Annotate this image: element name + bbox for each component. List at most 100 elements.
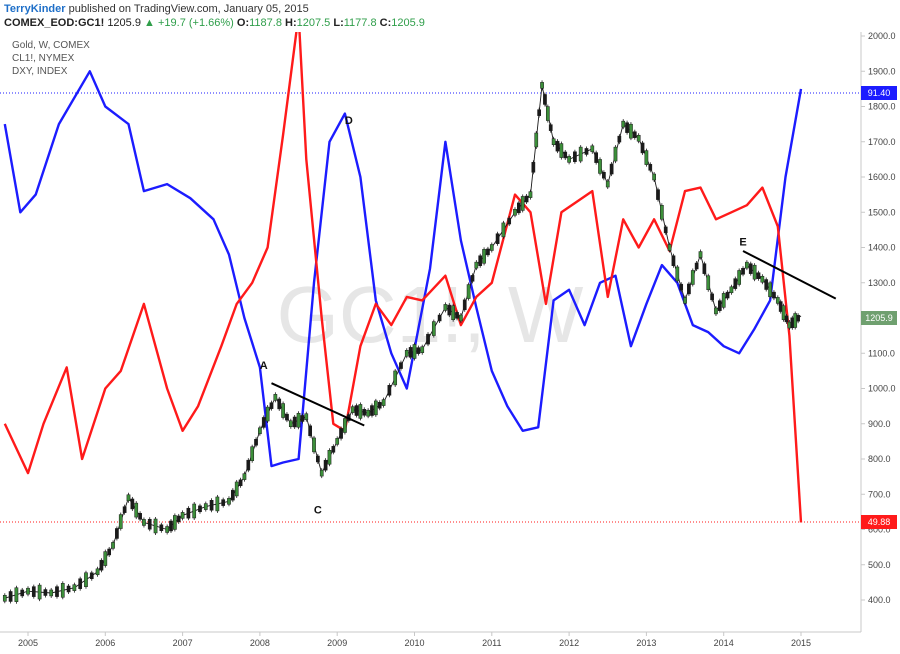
y-tick-label: 1100.0 [868, 348, 895, 358]
price-flag [861, 311, 897, 325]
gold-candle [455, 312, 459, 319]
gold-candle [377, 401, 382, 409]
gold-candle [737, 270, 742, 285]
time-axis[interactable]: 2005 2006 2007 2008 2009 2010 2011 2012 2013 2014… [18, 632, 811, 648]
close-label: C: [379, 17, 392, 29]
gold-candle [437, 314, 442, 322]
gold-candle [277, 398, 282, 410]
gold-candle [690, 270, 695, 285]
gold-candle [543, 94, 547, 105]
gold-candle [95, 568, 100, 576]
gold-candle [84, 572, 88, 587]
gold-candle [443, 304, 448, 311]
gold-candle [784, 315, 789, 323]
x-tick-label: 2009 [327, 638, 347, 648]
legend: Gold, W, COMEX CL1!, NYMEX DXY, INDEX [12, 40, 90, 77]
gold-candle [393, 370, 398, 386]
gold-candle [130, 498, 135, 510]
gold-candle [180, 512, 185, 519]
gold-candle [227, 498, 231, 505]
gold-candle [14, 587, 19, 602]
gold-candle [764, 279, 769, 290]
gold-candle [551, 138, 556, 145]
x-tick-label: 2012 [559, 638, 579, 648]
gold-candle [31, 586, 36, 597]
price-flag-label: 1205.9 [865, 313, 893, 323]
gold-candle [316, 455, 320, 463]
high-value: 1207.5 [296, 17, 331, 29]
author-link[interactable]: TerryKinder [4, 3, 66, 15]
gold-candle [20, 589, 25, 597]
gold-candle [165, 526, 169, 533]
gold-candle [602, 171, 606, 179]
gold-candle [354, 405, 359, 416]
gold-candle [640, 142, 645, 154]
gold-candle [118, 514, 123, 529]
chart[interactable]: GC1!, W 400.0 500.0 600.0 700.0 800.0 900.0 10… [0, 32, 900, 654]
symbol-label: COMEX_EOD:GC1! [4, 17, 105, 29]
gold-candle [528, 191, 533, 198]
gold-candle [296, 412, 301, 428]
annotations: ABCDE [260, 115, 837, 517]
gold-candle [694, 262, 699, 270]
gold-candle [331, 446, 336, 453]
gold-candle [203, 503, 208, 510]
gold-candle [772, 291, 776, 299]
gold-candle [660, 205, 664, 220]
gold-candle [72, 584, 77, 591]
gold-candle [594, 152, 599, 163]
gold-candle [138, 513, 142, 520]
gold-candle [78, 578, 83, 589]
gold-candle [250, 446, 255, 461]
gold-candle [176, 515, 181, 523]
watermark: GC1!, W [277, 270, 584, 359]
gold-candle [752, 264, 757, 280]
gold-candle [555, 140, 560, 152]
y-tick-label: 400.0 [868, 595, 891, 605]
gold-candle [447, 304, 452, 316]
gold-candle [698, 251, 703, 258]
gold-candle [312, 437, 316, 453]
gold-candle [399, 362, 403, 369]
gold-candle [366, 409, 370, 417]
low-label: L: [333, 17, 344, 29]
gold-candle [489, 244, 494, 251]
gold-candle [524, 195, 529, 203]
publish-text: published on TradingView.com, January 05… [65, 3, 309, 15]
price-axis[interactable]: 400.0 500.0 600.0 700.0 800.0 900.0 1000.0 1100… [861, 32, 896, 605]
gold-candle [43, 589, 48, 596]
gold-candle [335, 438, 340, 445]
gold-candle [115, 528, 119, 539]
close-value: 1205.9 [391, 17, 425, 29]
gold-candle [537, 109, 541, 116]
y-tick-label: 1300.0 [868, 278, 896, 288]
gold-candle [358, 404, 363, 419]
gold-candle [362, 409, 367, 416]
gold-candle [451, 305, 455, 320]
gold-candle [288, 420, 293, 427]
gold-candle [343, 418, 347, 433]
gold-candle [702, 263, 707, 274]
gold-candle [292, 416, 297, 428]
gold-candle [486, 248, 490, 256]
y-tick-label: 1600.0 [868, 172, 896, 182]
gold-candle [725, 291, 730, 299]
gold-candle [408, 347, 413, 358]
gold-candle [258, 427, 262, 435]
low-value: 1177.8 [343, 17, 377, 29]
y-tick-label: 1500.0 [868, 207, 896, 217]
x-tick-label: 2005 [18, 638, 38, 648]
gold-candle [507, 217, 512, 225]
series-line-oil [3, 32, 803, 523]
gold-candle [192, 503, 197, 519]
price-flag [861, 86, 897, 100]
gold-candle [470, 275, 475, 282]
gold-candle [625, 122, 629, 133]
x-tick-label: 2008 [250, 638, 270, 648]
gold-candle [269, 402, 274, 409]
gold-candle [122, 506, 127, 513]
gold-candle [632, 131, 637, 138]
gold-candle [721, 293, 726, 308]
open-value: 1187.8 [249, 17, 282, 29]
gold-candle [412, 344, 417, 359]
